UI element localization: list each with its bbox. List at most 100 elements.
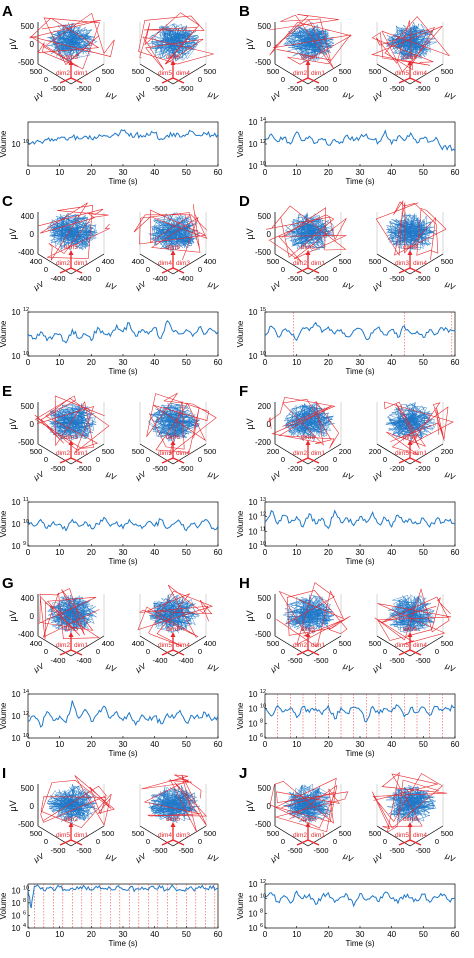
x-tick-label: 0: [435, 265, 439, 274]
y-tick-base: 10: [12, 712, 21, 721]
y-axis-label: μV: [8, 38, 18, 49]
highlight-loop: [34, 395, 110, 454]
dim-arrow-right: [70, 839, 83, 846]
x-tick-label: 50: [182, 548, 191, 557]
x-tick-label: 30: [356, 548, 365, 557]
y-tick-exponent: 10: [260, 541, 266, 547]
volume-series-line: [27, 516, 219, 532]
dim-label-left: dim4: [158, 260, 172, 267]
dim-label-left: dim5: [56, 832, 70, 839]
x-tick-label: 20: [87, 358, 96, 367]
x-tick-label: 0: [146, 75, 150, 84]
x-tick-label: 500: [369, 639, 382, 648]
x-tick-label: 50: [182, 930, 191, 939]
x-tick-label: 10: [55, 548, 64, 557]
dim-label-up: dim3: [64, 626, 78, 633]
x-unit-label: μV: [105, 851, 119, 864]
dim-label-up: dim3: [301, 54, 315, 61]
dim-label-up: dim6: [166, 816, 180, 823]
x-tick-label: 0: [263, 168, 268, 177]
volume-series-line: [264, 509, 456, 530]
dim-arrow-left: [398, 267, 411, 274]
dim-arrow-right: [70, 649, 83, 656]
x-tick-label: 0: [198, 647, 202, 656]
x-tick-label: 50: [182, 740, 191, 749]
y-axis-label: μV: [245, 228, 255, 239]
x-tick-label: 0: [198, 455, 202, 464]
arrow-head-icon: [305, 632, 311, 637]
x-tick-label: 400: [30, 257, 43, 266]
x-tick-label: 400: [102, 639, 115, 648]
x-unit-label: μV: [32, 469, 46, 482]
y-tick-label: -500: [18, 58, 35, 67]
y-tick-exponent: 10: [23, 519, 29, 525]
x-tick-label: 30: [356, 930, 365, 939]
dim-label-right: dim1: [311, 832, 325, 839]
x-unit-label: μV: [269, 469, 283, 482]
dim-label-left: dim2: [56, 450, 70, 457]
arrow-head-icon: [170, 440, 176, 445]
y-tick-exponent: 8: [23, 898, 26, 904]
x-unit-label: μV: [32, 89, 46, 102]
x-tick-label: 0: [281, 265, 285, 274]
y-axis-label: μV: [245, 800, 255, 811]
trajectory-cloud: [148, 212, 201, 253]
x-tick-label: 0: [96, 455, 100, 464]
trajectory-cloud: [283, 212, 335, 251]
y-tick-base: 10: [12, 308, 21, 317]
x-tick-label: 500: [267, 639, 280, 648]
panel-letter: H: [239, 575, 250, 592]
x-unit-label: μV: [444, 469, 458, 482]
y-tick-base: 10: [249, 705, 258, 714]
x-tick-label: 0: [44, 265, 48, 274]
arrow-head-icon: [407, 440, 413, 445]
arrow-head-icon: [68, 440, 74, 445]
x-tick-label: 20: [87, 168, 96, 177]
y-tick-exponent: 10: [23, 885, 29, 891]
arrow-head-icon: [407, 250, 413, 255]
dim-label-right: dim4: [176, 70, 190, 77]
x-tick-label: 50: [419, 168, 428, 177]
dim-label-up: dim6: [403, 626, 417, 633]
dim-label-right: dim1: [74, 642, 88, 649]
dim-label-right: dim1: [311, 450, 325, 457]
x-tick-label: -500: [76, 84, 91, 93]
y-tick-base: 10: [249, 140, 258, 149]
dim-arrow-right: [307, 77, 320, 84]
x-tick-label: -500: [287, 274, 302, 283]
x-tick-label: 0: [44, 837, 48, 846]
arrow-head-icon: [305, 250, 311, 255]
x-tick-label: -500: [287, 846, 302, 855]
dim-arrow-left: [59, 267, 72, 274]
x-unit-label: μV: [444, 89, 458, 102]
trajectory-cloud: [385, 594, 436, 633]
y-tick-exponent: 12: [260, 512, 266, 518]
dim-label-up: dim5: [301, 244, 315, 251]
y-tick-label: 0: [267, 420, 272, 429]
dim-label-right: dim4: [413, 642, 427, 649]
dim-arrow-right: [409, 649, 422, 656]
dim-label-left: dim5: [395, 70, 409, 77]
x-tick-label: -500: [313, 846, 328, 855]
x-tick-label: 40: [387, 358, 396, 367]
x-tick-label: 0: [281, 75, 285, 84]
x-unit-label: μV: [342, 89, 356, 102]
y-tick-exponent: 10: [23, 139, 29, 145]
volume-series-line: [27, 128, 219, 145]
x-tick-label: 0: [146, 647, 150, 656]
panel-letter: G: [2, 575, 14, 592]
arrow-head-icon: [305, 440, 311, 445]
x-tick-label: 500: [132, 447, 145, 456]
x-tick-label: -500: [152, 84, 167, 93]
highlight-loop: [375, 200, 447, 260]
y-tick-base: 10: [249, 690, 258, 699]
x-unit-label: μV: [134, 851, 148, 864]
x-tick-label: 20: [87, 740, 96, 749]
y-axis-label: Volume: [0, 892, 8, 919]
x-tick-label: 60: [214, 740, 223, 749]
